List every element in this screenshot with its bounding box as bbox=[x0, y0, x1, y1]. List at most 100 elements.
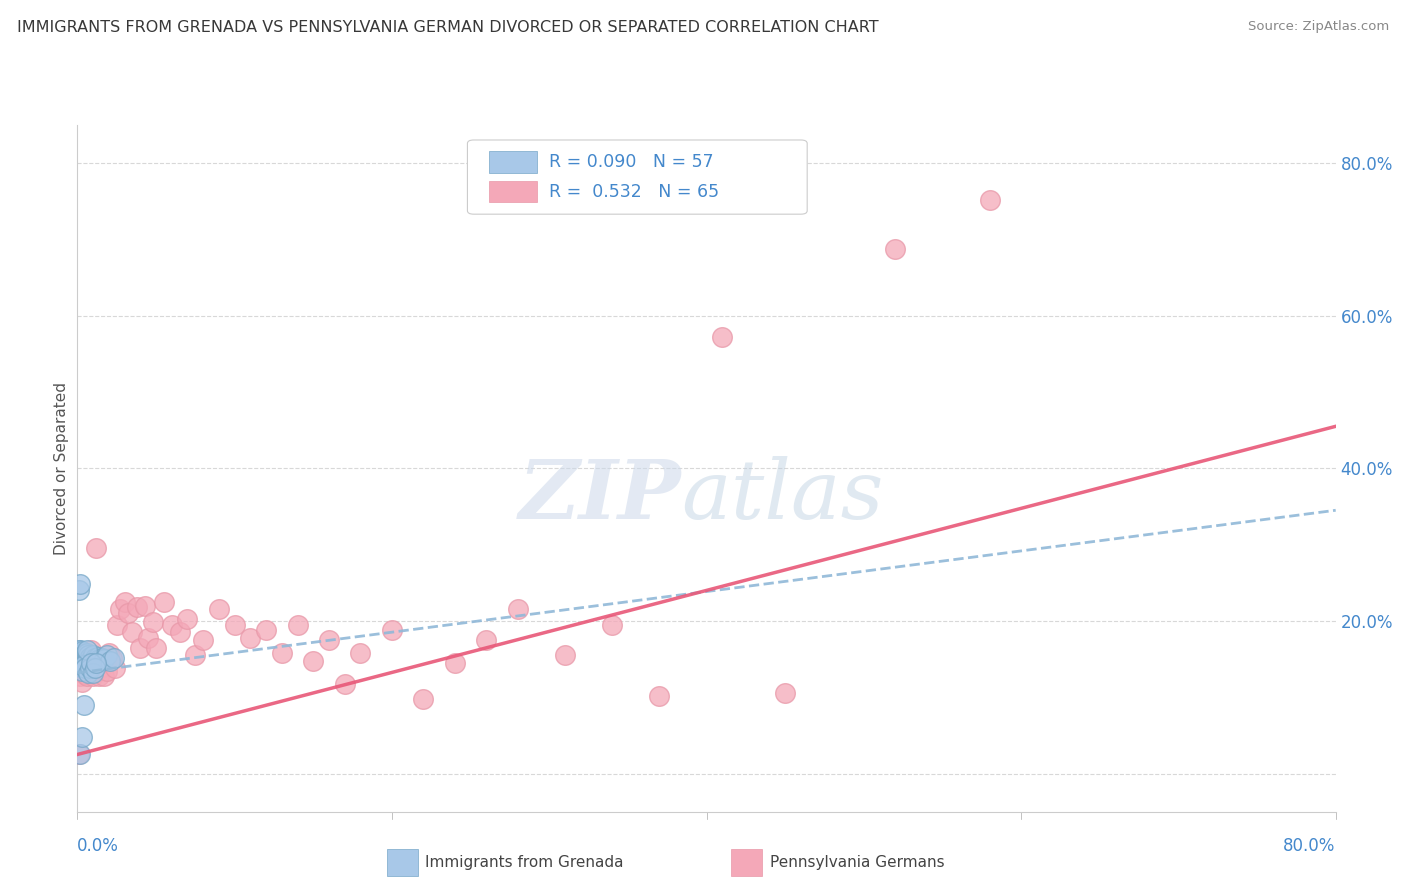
Point bbox=[75, 658, 97, 673]
Point bbox=[444, 656, 467, 670]
Point bbox=[69, 577, 91, 591]
Point bbox=[77, 654, 100, 668]
Point bbox=[773, 686, 796, 700]
Point bbox=[648, 689, 671, 703]
Point bbox=[287, 617, 309, 632]
Point bbox=[600, 617, 623, 632]
Point bbox=[69, 654, 91, 668]
Point bbox=[979, 193, 1001, 207]
Point bbox=[84, 541, 107, 556]
Point bbox=[67, 654, 90, 668]
Point bbox=[80, 643, 103, 657]
Point bbox=[69, 747, 91, 762]
Text: ZIP: ZIP bbox=[519, 456, 682, 536]
Point bbox=[76, 656, 98, 670]
Point bbox=[82, 669, 104, 683]
Point bbox=[108, 602, 131, 616]
Point bbox=[94, 654, 117, 668]
Point bbox=[104, 661, 127, 675]
Point bbox=[76, 650, 98, 665]
Point bbox=[70, 664, 93, 678]
Point bbox=[70, 656, 93, 670]
Point bbox=[69, 656, 91, 670]
Point bbox=[70, 730, 93, 744]
Point bbox=[72, 654, 94, 668]
Point bbox=[69, 659, 91, 673]
Point bbox=[103, 650, 125, 665]
Point bbox=[79, 649, 101, 664]
Point bbox=[67, 747, 90, 762]
Point bbox=[77, 665, 100, 680]
Point bbox=[302, 654, 325, 668]
Text: Pennsylvania Germans: Pennsylvania Germans bbox=[770, 855, 945, 870]
Point bbox=[82, 648, 104, 663]
Text: Source: ZipAtlas.com: Source: ZipAtlas.com bbox=[1249, 20, 1389, 33]
Point bbox=[72, 652, 94, 666]
Point bbox=[76, 643, 98, 657]
Point bbox=[69, 643, 91, 657]
Point bbox=[79, 661, 101, 675]
Point bbox=[69, 648, 91, 663]
Point bbox=[129, 640, 152, 655]
Point bbox=[169, 625, 191, 640]
Point bbox=[105, 617, 128, 632]
Point bbox=[121, 625, 143, 640]
Y-axis label: Divorced or Separated: Divorced or Separated bbox=[53, 382, 69, 555]
Point bbox=[75, 661, 97, 675]
Point bbox=[153, 595, 176, 609]
Point bbox=[69, 656, 91, 670]
Point bbox=[91, 650, 114, 665]
Point bbox=[70, 654, 93, 668]
Point bbox=[142, 615, 165, 630]
Point bbox=[506, 602, 529, 616]
Point bbox=[72, 658, 94, 673]
Bar bbox=[489, 180, 537, 202]
Point bbox=[270, 646, 292, 660]
Point bbox=[70, 650, 93, 665]
Point bbox=[82, 656, 104, 670]
Bar bbox=[489, 151, 537, 173]
Text: 0.0%: 0.0% bbox=[77, 837, 120, 855]
Point bbox=[67, 643, 90, 657]
Point bbox=[69, 669, 91, 683]
Point bbox=[208, 602, 231, 616]
Point bbox=[84, 656, 107, 670]
Text: 80.0%: 80.0% bbox=[1284, 837, 1336, 855]
Point bbox=[82, 665, 104, 680]
Point bbox=[75, 667, 97, 681]
Point bbox=[69, 646, 91, 660]
Point bbox=[97, 646, 120, 660]
Text: atlas: atlas bbox=[682, 456, 884, 536]
Point bbox=[127, 600, 149, 615]
Point bbox=[70, 644, 93, 658]
Point bbox=[475, 633, 498, 648]
Text: R =  0.532   N = 65: R = 0.532 N = 65 bbox=[550, 183, 720, 201]
Point bbox=[67, 661, 90, 675]
Point bbox=[93, 652, 115, 666]
Point bbox=[117, 607, 139, 621]
Point bbox=[80, 656, 103, 670]
Point bbox=[90, 661, 112, 675]
Point bbox=[145, 640, 167, 655]
FancyBboxPatch shape bbox=[467, 140, 807, 214]
Text: R = 0.090   N = 57: R = 0.090 N = 57 bbox=[550, 153, 714, 171]
Point bbox=[75, 654, 97, 668]
Point bbox=[254, 623, 277, 637]
Point bbox=[318, 633, 340, 648]
Point bbox=[89, 669, 111, 683]
Point bbox=[101, 650, 124, 665]
Point bbox=[83, 650, 105, 665]
Point bbox=[77, 652, 100, 666]
Point bbox=[134, 599, 156, 613]
Point bbox=[70, 646, 93, 660]
Point bbox=[70, 675, 93, 690]
Point bbox=[224, 617, 246, 632]
Point bbox=[72, 661, 94, 675]
Point bbox=[79, 654, 101, 668]
Point bbox=[76, 669, 98, 683]
Text: IMMIGRANTS FROM GRENADA VS PENNSYLVANIA GERMAN DIVORCED OR SEPARATED CORRELATION: IMMIGRANTS FROM GRENADA VS PENNSYLVANIA … bbox=[17, 20, 879, 35]
Point bbox=[114, 595, 136, 609]
Point bbox=[91, 650, 114, 665]
Point bbox=[333, 676, 356, 690]
Point bbox=[136, 631, 159, 645]
